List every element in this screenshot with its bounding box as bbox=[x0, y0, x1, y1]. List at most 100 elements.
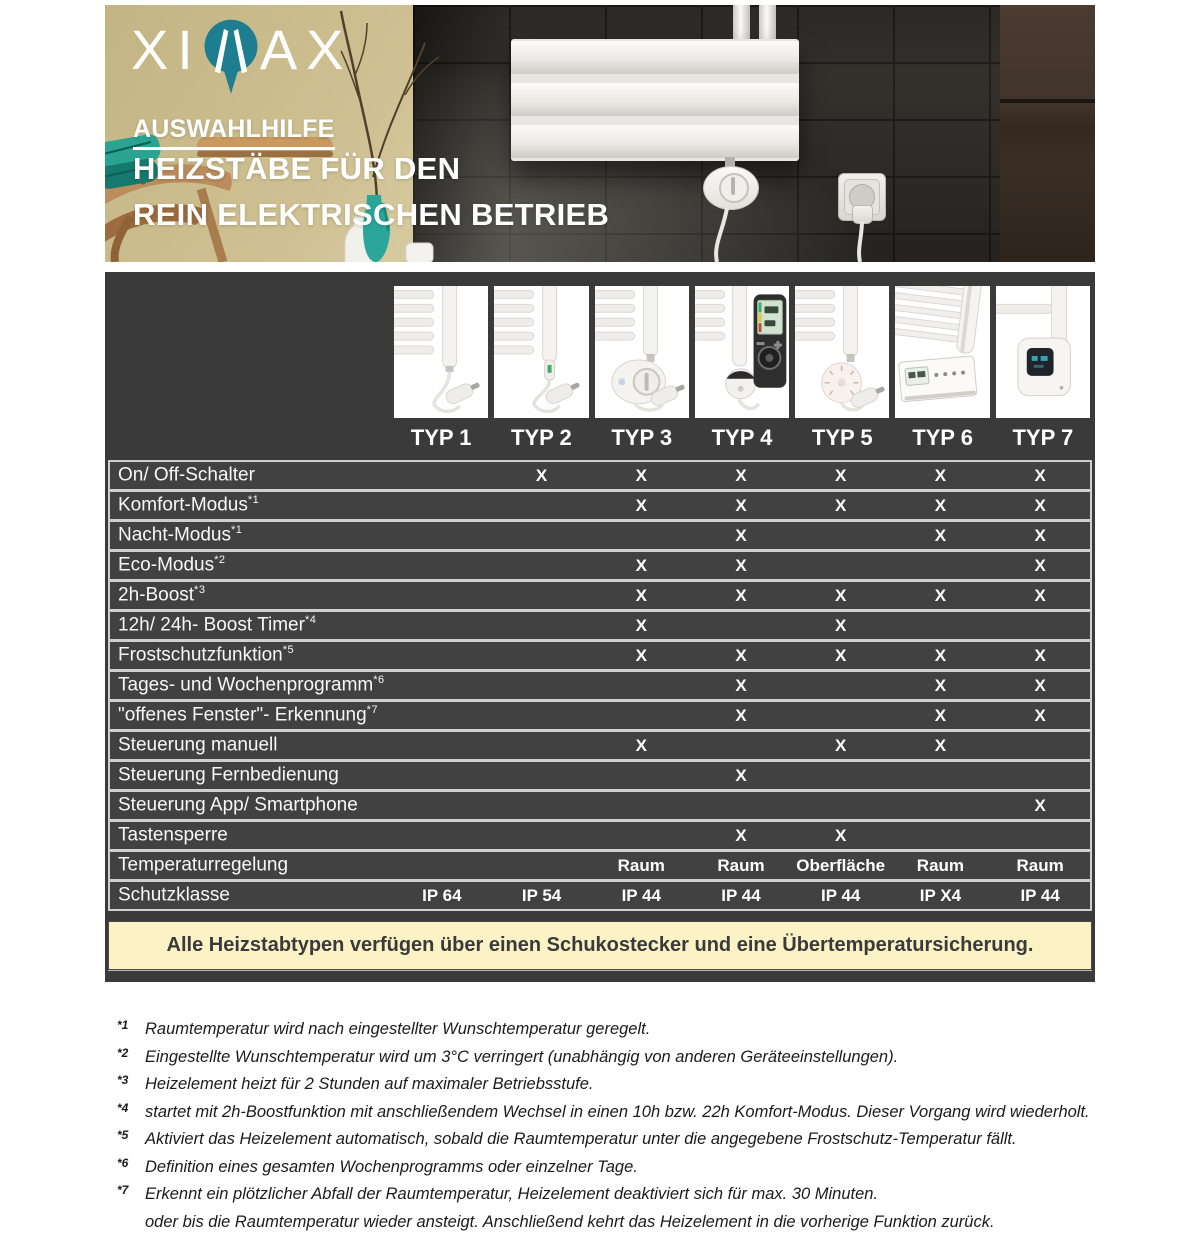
heating-rod-typ6-illustration bbox=[895, 286, 989, 418]
footnote-ref: *4 bbox=[305, 614, 316, 626]
footnote-marker: *3 bbox=[117, 1067, 145, 1095]
feature-cell: X bbox=[990, 796, 1090, 816]
feature-cell: X bbox=[891, 586, 991, 606]
feature-cell: X bbox=[791, 826, 891, 846]
feature-cell: X bbox=[990, 586, 1090, 606]
feature-cell: X bbox=[591, 646, 691, 666]
feature-cell: IP 64 bbox=[392, 886, 492, 906]
product-image-typ-2 bbox=[494, 286, 588, 418]
heating-rod-typ1-illustration bbox=[394, 286, 488, 418]
spacer-cell bbox=[107, 286, 391, 460]
heating-rod-typ5-illustration bbox=[795, 286, 889, 418]
table-row: Steuerung App/ Smartphone X bbox=[110, 792, 1090, 822]
feature-cell: X bbox=[591, 556, 691, 576]
feature-cell: X bbox=[691, 556, 791, 576]
feature-cell: X bbox=[591, 736, 691, 756]
banner-note: Alle Heizstabtypen verfügen über einen S… bbox=[108, 921, 1092, 970]
feature-cell: X bbox=[691, 646, 791, 666]
hero-title-line2: REIN ELEKTRISCHEN BETRIEB bbox=[133, 197, 609, 233]
footnote-text: Raumtemperatur wird nach eingestellter W… bbox=[145, 1016, 650, 1044]
feature-cell: IP 44 bbox=[990, 886, 1090, 906]
feature-label: Steuerung manuell bbox=[118, 735, 278, 756]
heating-rod-typ3-illustration bbox=[595, 286, 689, 418]
heating-rod-typ4-illustration bbox=[695, 286, 789, 418]
footnote-text: startet mit 2h-Boostfunktion mit anschli… bbox=[145, 1099, 1090, 1127]
logo-text-left: XI bbox=[131, 17, 202, 82]
product-type-label: TYP 1 bbox=[391, 418, 491, 460]
product-image-typ-5 bbox=[795, 286, 889, 418]
feature-label: Schutzklasse bbox=[118, 885, 230, 906]
feature-cell: X bbox=[791, 496, 891, 516]
feature-label: Eco-Modus bbox=[118, 555, 214, 576]
feature-label: Steuerung App/ Smartphone bbox=[118, 795, 358, 816]
feature-cell: Raum bbox=[891, 856, 991, 876]
ximax-logo: XI AX bbox=[131, 17, 352, 95]
footnote-marker: *7 bbox=[117, 1177, 145, 1205]
feature-cell: X bbox=[691, 466, 791, 486]
feature-label: 12h/ 24h- Boost Timer bbox=[118, 615, 305, 636]
feature-cell: IP 44 bbox=[591, 886, 691, 906]
table-row: Steuerung Fernbedienung X bbox=[110, 762, 1090, 792]
footnote-text: Definition eines gesamten Wochenprogramm… bbox=[145, 1154, 638, 1182]
footnote-marker: *6 bbox=[117, 1150, 145, 1178]
feature-cell: X bbox=[990, 676, 1090, 696]
feature-label: "offenes Fenster"- Erkennung bbox=[118, 705, 367, 726]
feature-cell: X bbox=[990, 526, 1090, 546]
footnote-marker: *1 bbox=[117, 1012, 145, 1040]
footnote-marker: *2 bbox=[117, 1040, 145, 1068]
feature-cell: X bbox=[990, 646, 1090, 666]
feature-label: Nacht-Modus bbox=[118, 525, 231, 546]
footnote-text: Heizelement heizt für 2 Stunden auf maxi… bbox=[145, 1071, 593, 1099]
feature-cell: X bbox=[891, 466, 991, 486]
feature-cell: X bbox=[492, 466, 592, 486]
hero-title-line1: HEIZSTÄBE FÜR DEN bbox=[133, 151, 460, 187]
feature-cell: X bbox=[891, 736, 991, 756]
feature-cell: X bbox=[891, 496, 991, 516]
footnote-ref: *1 bbox=[248, 494, 259, 506]
footnote-text: Aktiviert das Heizelement automatisch, s… bbox=[145, 1126, 1017, 1154]
feature-label: Temperaturregelung bbox=[118, 855, 288, 876]
product-image-typ-3 bbox=[595, 286, 689, 418]
feature-cell: X bbox=[591, 466, 691, 486]
feature-cell: X bbox=[990, 466, 1090, 486]
feature-cell: X bbox=[791, 616, 891, 636]
feature-cell: X bbox=[791, 736, 891, 756]
feature-cell: Oberfläche bbox=[791, 856, 891, 876]
footnote-ref: *7 bbox=[367, 704, 378, 716]
feature-label: Komfort-Modus bbox=[118, 495, 248, 516]
feature-cell: X bbox=[791, 586, 891, 606]
feature-label: Tages- und Wochenprogramm bbox=[118, 675, 373, 696]
footnote-marker: *5 bbox=[117, 1122, 145, 1150]
footnote-ref: *1 bbox=[231, 524, 242, 536]
feature-cell: X bbox=[891, 706, 991, 726]
feature-cell: X bbox=[791, 646, 891, 666]
hero-kicker: AUSWAHLHILFE bbox=[133, 115, 335, 150]
product-image-typ-1 bbox=[394, 286, 488, 418]
feature-cell: X bbox=[791, 466, 891, 486]
footnote-marker: *4 bbox=[117, 1095, 145, 1123]
product-type-label: TYP 6 bbox=[892, 418, 992, 460]
footnote-text: oder bis die Raumtemperatur wieder anste… bbox=[145, 1209, 995, 1236]
ximax-m-icon bbox=[204, 19, 258, 95]
feature-cell: X bbox=[591, 496, 691, 516]
feature-cell: X bbox=[691, 586, 791, 606]
feature-label: Steuerung Fernbedienung bbox=[118, 765, 339, 786]
product-image-typ-4 bbox=[695, 286, 789, 418]
feature-cell: Raum bbox=[990, 856, 1090, 876]
footnote-continuation: *oder bis die Raumtemperatur wieder anst… bbox=[117, 1209, 1095, 1236]
feature-cell: X bbox=[691, 766, 791, 786]
feature-cell: Raum bbox=[691, 856, 791, 876]
